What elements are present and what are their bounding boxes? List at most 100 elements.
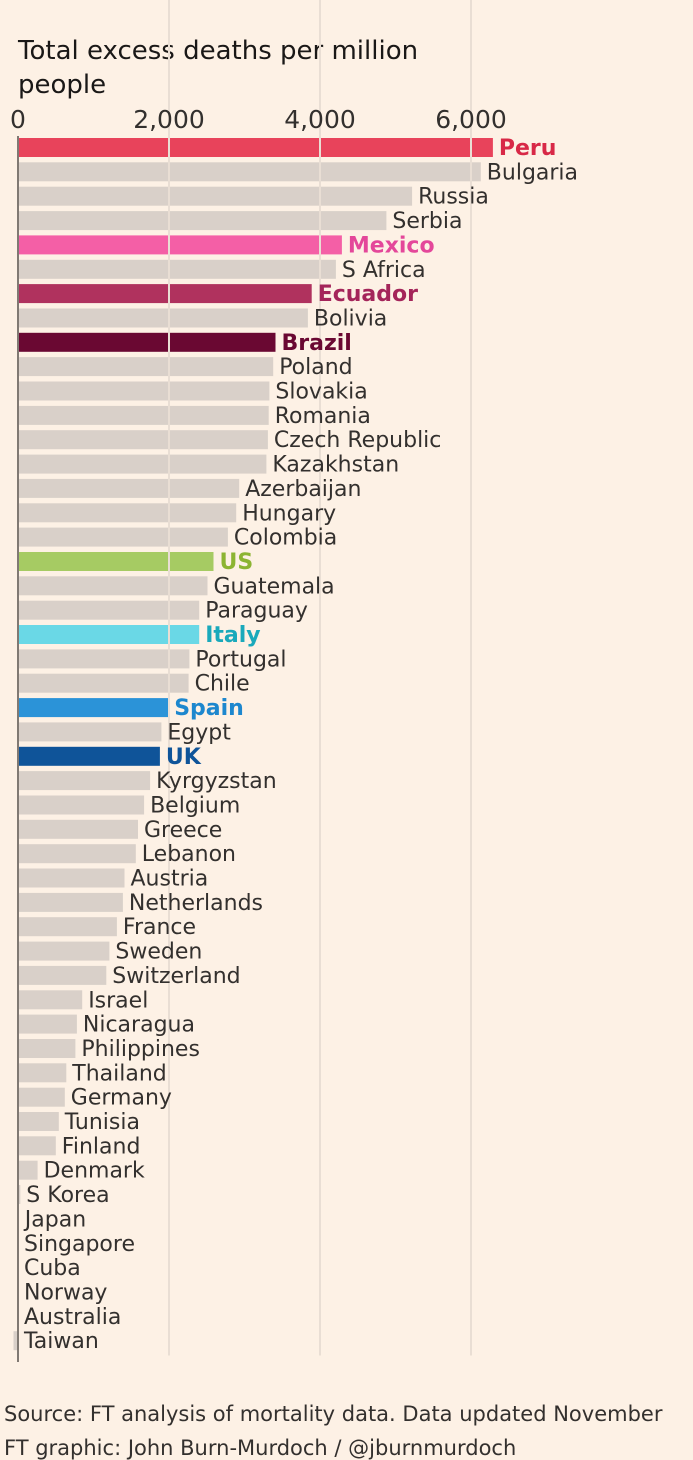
bar-kazakhstan bbox=[18, 454, 267, 474]
bar-label-tunisia: Tunisia bbox=[64, 1110, 140, 1135]
bar-label-serbia: Serbia bbox=[392, 209, 462, 234]
bar-label-kazakhstan: Kazakhstan bbox=[272, 453, 399, 478]
bar-label-nicaragua: Nicaragua bbox=[83, 1013, 195, 1038]
bar-label-azerbaijan: Azerbaijan bbox=[245, 477, 361, 502]
bar-label-denmark: Denmark bbox=[44, 1159, 145, 1184]
bar-label-germany: Germany bbox=[71, 1086, 172, 1111]
bar-label-france: France bbox=[123, 915, 196, 940]
bar-uk bbox=[18, 746, 160, 766]
bar-sweden bbox=[18, 941, 110, 961]
bar-label-romania: Romania bbox=[275, 404, 371, 429]
bar-label-s-korea: S Korea bbox=[26, 1183, 109, 1208]
bar-kyrgyzstan bbox=[18, 771, 151, 791]
bar-italy bbox=[18, 625, 200, 644]
bar-romania bbox=[18, 405, 269, 425]
bar-label-lebanon: Lebanon bbox=[142, 842, 236, 867]
bar-ecuador bbox=[18, 284, 312, 304]
bar-label-japan: Japan bbox=[23, 1207, 86, 1232]
bar-label-russia: Russia bbox=[418, 185, 489, 210]
bar-label-us: US bbox=[220, 550, 254, 575]
bar-label-colombia: Colombia bbox=[234, 526, 337, 551]
bar-label-brazil: Brazil bbox=[282, 331, 352, 356]
bar-spain bbox=[18, 698, 169, 718]
bar-label-switzerland: Switzerland bbox=[112, 964, 240, 989]
bar-label-portugal: Portugal bbox=[195, 647, 286, 672]
bar-poland bbox=[18, 357, 274, 377]
bar-finland bbox=[18, 1136, 56, 1156]
bar-bolivia bbox=[18, 308, 308, 328]
bar-us bbox=[18, 552, 214, 571]
bar-label-mexico: Mexico bbox=[348, 233, 435, 258]
x-tick-label: 0 bbox=[10, 105, 26, 134]
bar-label-thailand: Thailand bbox=[71, 1061, 166, 1086]
bar-germany bbox=[18, 1087, 65, 1107]
bar-label-austria: Austria bbox=[131, 867, 209, 892]
bar-israel bbox=[18, 990, 83, 1010]
x-tick-label: 6,000 bbox=[435, 105, 507, 134]
bar-label-hungary: Hungary bbox=[242, 501, 336, 526]
bar-label-philippines: Philippines bbox=[81, 1037, 200, 1062]
bar-label-belgium: Belgium bbox=[150, 794, 240, 819]
bar-hungary bbox=[18, 503, 237, 523]
bar-slovakia bbox=[18, 381, 270, 401]
x-tick-label: 2,000 bbox=[133, 105, 205, 134]
bar-s-africa bbox=[18, 259, 336, 279]
bar-philippines bbox=[18, 1039, 76, 1058]
bar-nicaragua bbox=[18, 1014, 77, 1034]
bar-taiwan bbox=[13, 1331, 18, 1351]
bar-label-bulgaria: Bulgaria bbox=[487, 160, 578, 185]
bar-label-s-africa: S Africa bbox=[342, 258, 426, 283]
bar-label-australia: Australia bbox=[24, 1305, 121, 1330]
bar-belgium bbox=[18, 795, 145, 815]
credit-note: FT graphic: John Burn-Murdoch / @jburnmu… bbox=[4, 1436, 517, 1460]
chart-title: Total excess deaths per million people bbox=[18, 36, 419, 100]
bar-switzerland bbox=[18, 965, 107, 985]
bar-label-greece: Greece bbox=[144, 818, 222, 843]
bar-austria bbox=[18, 868, 125, 888]
bar-label-paraguay: Paraguay bbox=[205, 599, 308, 624]
bar-label-cuba: Cuba bbox=[24, 1256, 81, 1281]
bar-label-ecuador: Ecuador bbox=[318, 282, 418, 307]
bar-lebanon bbox=[18, 844, 136, 864]
bar-netherlands bbox=[18, 892, 123, 912]
bar-mexico bbox=[18, 235, 342, 255]
bar-bulgaria bbox=[18, 162, 481, 182]
bar-guatemala bbox=[18, 576, 208, 596]
bar-peru bbox=[18, 138, 493, 157]
bar-label-spain: Spain bbox=[174, 696, 244, 721]
bar-label-finland: Finland bbox=[62, 1134, 141, 1159]
bar-label-egypt: Egypt bbox=[167, 720, 231, 745]
bar-label-singapore: Singapore bbox=[24, 1232, 135, 1257]
bar-serbia bbox=[18, 211, 387, 231]
bar-thailand bbox=[18, 1063, 67, 1083]
bar-label-slovakia: Slovakia bbox=[275, 380, 367, 405]
bar-label-italy: Italy bbox=[205, 623, 260, 648]
bar-label-poland: Poland bbox=[279, 355, 352, 380]
bar-label-guatemala: Guatemala bbox=[214, 574, 335, 599]
bar-label-bolivia: Bolivia bbox=[314, 307, 387, 332]
bar-label-uk: UK bbox=[166, 745, 202, 770]
bar-egypt bbox=[18, 722, 162, 742]
bar-france bbox=[18, 917, 117, 937]
bar-azerbaijan bbox=[18, 478, 240, 498]
bar-brazil bbox=[18, 332, 276, 352]
bar-label-taiwan: Taiwan bbox=[23, 1329, 99, 1354]
bar-greece bbox=[18, 819, 138, 839]
source-note: Source: FT analysis of mortality data. D… bbox=[4, 1402, 663, 1426]
bar-portugal bbox=[18, 649, 190, 669]
bar-label-sweden: Sweden bbox=[115, 940, 202, 965]
bar-tunisia bbox=[18, 1112, 59, 1131]
bar-label-israel: Israel bbox=[88, 988, 148, 1013]
bar-chart: 0 2,000 4,000 6,000 PeruBulgariaRussiaSerbi… bbox=[10, 0, 578, 1362]
bar-label-peru: Peru bbox=[499, 136, 557, 161]
bar-chile bbox=[18, 673, 189, 693]
bar-label-czech-republic: Czech Republic bbox=[274, 428, 442, 453]
bar-label-kyrgyzstan: Kyrgyzstan bbox=[156, 769, 277, 794]
bar-s-korea bbox=[18, 1185, 21, 1204]
bar-denmark bbox=[18, 1160, 38, 1180]
bar-russia bbox=[18, 186, 413, 206]
bar-label-norway: Norway bbox=[24, 1281, 107, 1306]
bar-label-netherlands: Netherlands bbox=[129, 891, 263, 916]
bar-colombia bbox=[18, 527, 228, 547]
x-tick-label: 4,000 bbox=[284, 105, 356, 134]
